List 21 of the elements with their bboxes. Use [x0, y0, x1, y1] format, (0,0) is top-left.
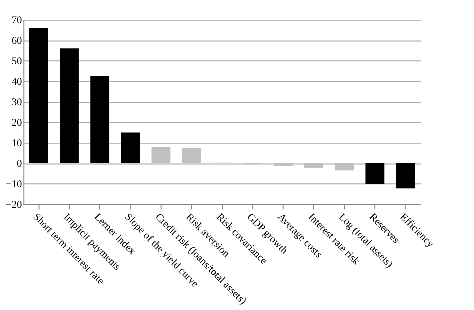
bar	[121, 132, 140, 164]
y-tick-label: 60	[12, 36, 22, 47]
y-tick-label: 10	[12, 138, 22, 150]
bar	[152, 147, 171, 164]
y-tick-label: 70	[12, 15, 22, 26]
y-tick-label: 0	[17, 158, 22, 170]
bar	[274, 163, 293, 167]
y-tick-label: 50	[12, 56, 22, 68]
bar	[182, 148, 202, 164]
y-tick-label: 30	[12, 97, 22, 108]
bar	[29, 28, 48, 164]
bar	[335, 163, 354, 171]
bar	[366, 163, 385, 184]
bar	[60, 48, 79, 164]
y-tick-label: 40	[12, 76, 22, 88]
y-tick-label: −10	[6, 179, 22, 190]
bar	[304, 163, 324, 168]
y-tick-label: −20	[6, 200, 22, 211]
bar	[90, 76, 110, 164]
y-tick-label: 20	[12, 118, 22, 129]
bar	[396, 163, 416, 189]
